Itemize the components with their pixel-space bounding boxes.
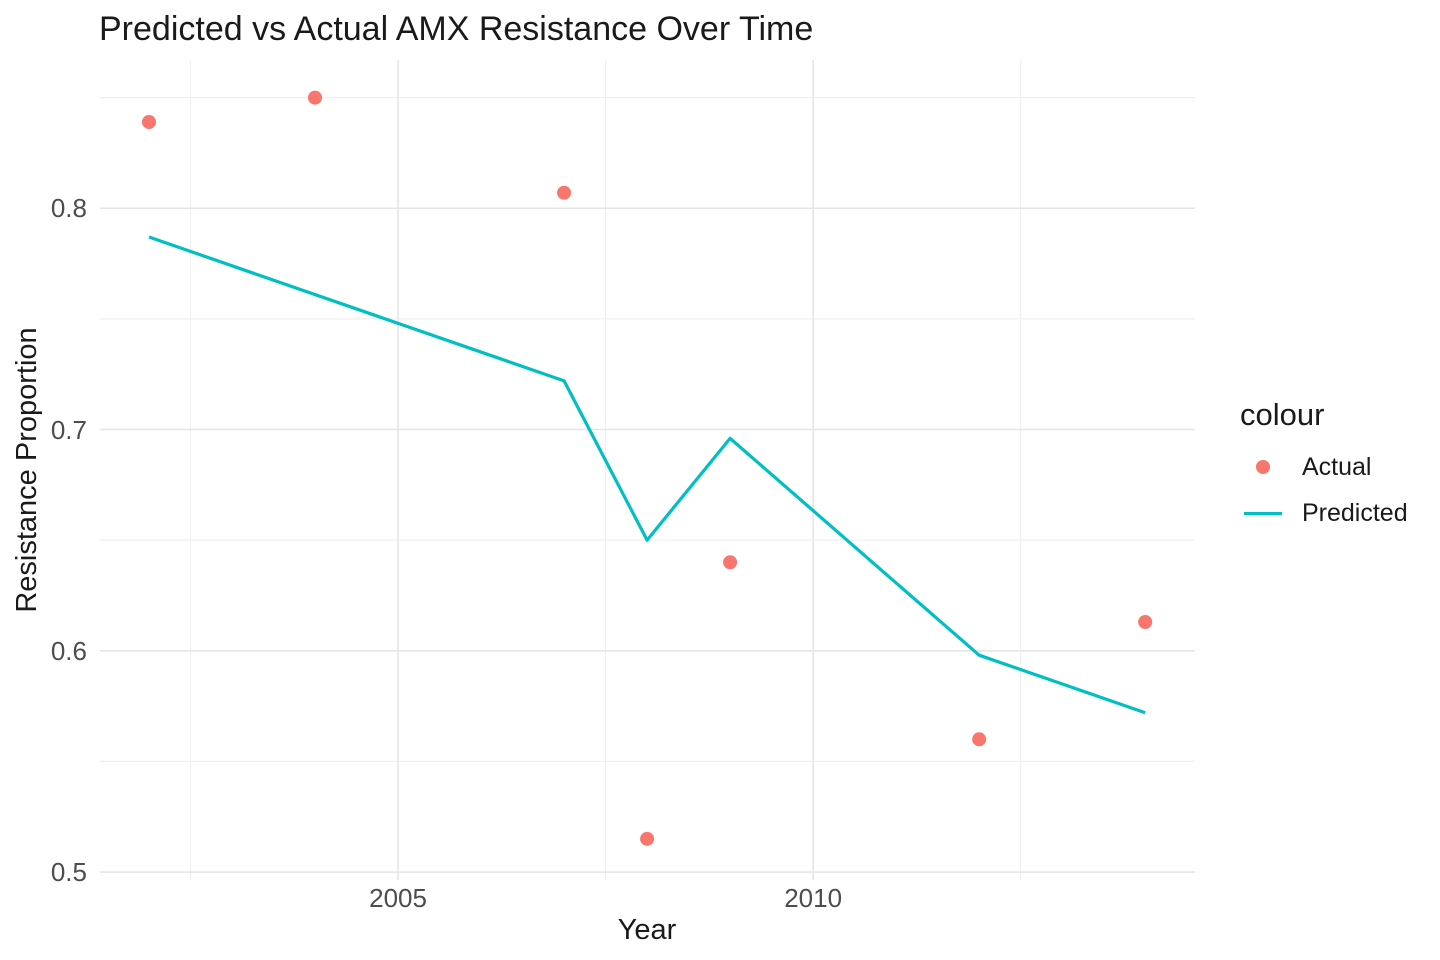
chart-title: Predicted vs Actual AMX Resistance Over … bbox=[99, 10, 814, 48]
legend-item-label: Actual bbox=[1302, 453, 1372, 481]
actual-point-icon bbox=[1256, 460, 1270, 474]
predicted-line bbox=[148, 235, 1146, 715]
legend-key-box bbox=[1240, 460, 1286, 474]
legend-item-label: Predicted bbox=[1302, 499, 1408, 527]
actual-point bbox=[972, 732, 987, 747]
x-axis-title: Year bbox=[617, 914, 677, 946]
actual-point bbox=[308, 90, 323, 105]
y-tick-label: 0.5 bbox=[50, 857, 87, 888]
x-tick-label: 2010 bbox=[784, 883, 843, 913]
y-axis-title: Resistance Proportion bbox=[11, 327, 43, 613]
actual-point bbox=[723, 555, 738, 570]
y-tick-label: 0.7 bbox=[50, 414, 87, 445]
actual-point bbox=[141, 114, 156, 129]
legend: colour Actual Predicted bbox=[1240, 398, 1408, 536]
legend-item-actual: Actual bbox=[1240, 444, 1408, 490]
actual-point bbox=[557, 185, 572, 200]
y-tick-label: 0.6 bbox=[50, 635, 87, 666]
legend-title: colour bbox=[1240, 397, 1325, 432]
legend-item-predicted: Predicted bbox=[1240, 490, 1408, 536]
predicted-line-icon bbox=[1244, 511, 1282, 515]
x-tick-label: 2005 bbox=[369, 883, 427, 913]
legend-key-box bbox=[1240, 511, 1286, 515]
actual-point bbox=[1138, 615, 1153, 630]
actual-point bbox=[640, 831, 655, 846]
y-tick-label: 0.8 bbox=[50, 193, 87, 224]
